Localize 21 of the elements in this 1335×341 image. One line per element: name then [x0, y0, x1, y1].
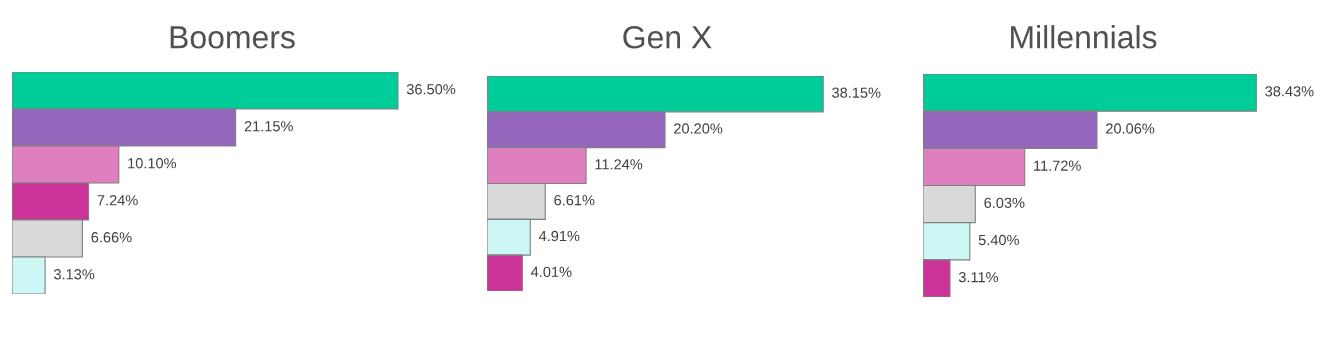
data-label: 5.40%	[978, 234, 1019, 246]
data-label: 6.66%	[91, 232, 132, 243]
data-label: 38.43%	[1265, 86, 1314, 97]
data-label: 38.15%	[832, 87, 881, 98]
data-label: 4.91%	[538, 230, 580, 242]
data-label: 21.15%	[244, 121, 293, 132]
data-label: 20.20%	[674, 123, 723, 134]
data-label: 3.11%	[958, 272, 999, 283]
chart-title: Boomers	[170, 26, 295, 49]
data-label: 7.24%	[97, 195, 138, 206]
chart-title: Millennials	[1011, 25, 1157, 49]
data-label: 20.06%	[1106, 123, 1155, 134]
data-label: 36.50%	[406, 84, 456, 95]
data-label: 3.13%	[53, 269, 95, 280]
data-label: 4.01%	[531, 266, 572, 277]
data-label: 10.10%	[128, 158, 177, 169]
data-label: 11.72%	[1034, 160, 1081, 171]
data-label: 6.03%	[984, 197, 1025, 208]
data-label: 11.24%	[595, 159, 643, 170]
data-label: 6.61%	[554, 195, 595, 206]
chart-title: Gen X	[623, 25, 712, 49]
